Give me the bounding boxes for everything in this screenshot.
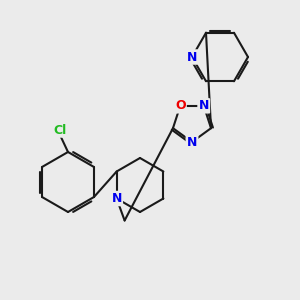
- Text: N: N: [187, 50, 197, 64]
- Text: N: N: [111, 192, 122, 205]
- Text: N: N: [199, 99, 209, 112]
- Text: O: O: [175, 99, 186, 112]
- Text: N: N: [187, 136, 197, 148]
- Text: Cl: Cl: [53, 124, 67, 136]
